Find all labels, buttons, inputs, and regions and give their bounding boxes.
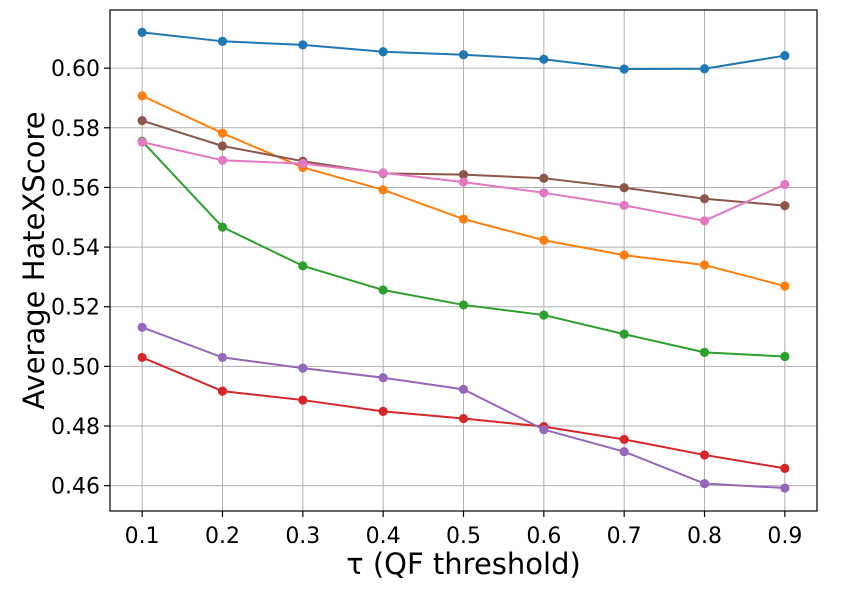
y-tick-label: 0.58 [51,117,100,142]
series-orange-point [217,128,228,138]
series-orange-point [378,185,388,195]
series-blue-point [137,27,147,37]
x-tick-label: 0.7 [607,524,642,549]
series-blue-point [619,64,629,74]
series-blue-point [217,36,228,46]
y-tick-label: 0.48 [51,415,100,440]
series-blue-point [699,64,710,74]
x-tick-label: 0.6 [526,524,561,549]
series-pink-point [137,137,147,147]
y-tick-label: 0.46 [51,475,100,500]
series-brown-point [217,141,228,151]
x-tick-label: 0.4 [366,524,401,549]
series-pink-point [217,155,228,165]
series-green-point [298,261,308,271]
series-brown-point [137,116,147,126]
x-tick-label: 0.3 [285,524,320,549]
y-tick-label: 0.60 [51,57,100,82]
series-blue-point [378,47,388,57]
series-green-point [378,285,388,295]
series-green-point [539,310,549,320]
y-axis-label: Average HateXScore [17,111,51,409]
series-red-point [458,413,469,424]
series-red-point [780,463,790,473]
series-green-point [619,329,629,339]
series-brown-point [780,201,790,211]
series-brown-point [539,173,549,183]
series-red-point [619,434,629,445]
series-green-point [458,300,469,310]
series-pink-point [539,188,549,198]
series-orange-point [539,235,549,245]
x-axis-label: τ (QF threshold) [346,547,581,581]
y-tick-label: 0.52 [51,296,100,321]
series-blue-point [458,50,469,60]
series-red-point [298,395,308,405]
series-brown-point [458,170,469,180]
series-blue-point [298,40,308,50]
y-tick-label: 0.56 [51,176,100,201]
series-pink-point [699,216,710,226]
series-purple-point [780,483,790,493]
series-red-point [699,450,710,460]
series-purple-point [699,478,710,489]
series-orange-point [780,281,790,291]
x-tick-label: 0.8 [687,524,722,549]
series-orange-point [699,260,710,270]
series-red-point [217,386,228,396]
series-red-point [137,352,147,363]
series-brown-point [699,194,710,204]
series-purple [137,322,790,493]
series-purple-point [539,424,549,435]
y-tick-label: 0.50 [51,355,100,380]
series-purple-point [217,352,228,363]
x-tick-label: 0.1 [125,524,160,549]
series-green-point [780,351,790,362]
series-pink-point [780,179,790,190]
series-orange-point [458,214,469,224]
x-tick-label: 0.9 [767,524,802,549]
series-green-point [699,347,710,357]
x-tick-label: 0.2 [205,524,240,549]
series-pink-point [458,177,469,187]
series-blue [137,27,790,74]
series-orange-point [619,250,629,260]
series-pink-point [378,168,388,178]
ticks-layer: 0.1 0.2 0.3 0.4 0.5 0.6 0.7 0.8 0.9 0.46 0.48 0.50 0… [51,57,802,549]
y-tick-label: 0.54 [51,236,100,261]
series-pink [137,137,790,226]
series-blue-point [539,54,549,64]
series-orange-point [137,91,147,101]
series-pink-point [298,158,308,169]
grid-layer [110,10,817,511]
x-tick-label: 0.5 [446,524,481,549]
series-pink-point [619,200,629,210]
series-green-point [217,222,228,232]
series-purple-point [619,447,629,457]
series-purple-point [458,384,469,394]
series-purple-point [137,322,147,332]
series-purple-point [378,373,388,383]
series-red-point [378,406,388,416]
series-layer [137,27,790,493]
series-purple-point [298,363,308,373]
series-blue-point [780,51,790,61]
series-brown-point [619,183,629,193]
